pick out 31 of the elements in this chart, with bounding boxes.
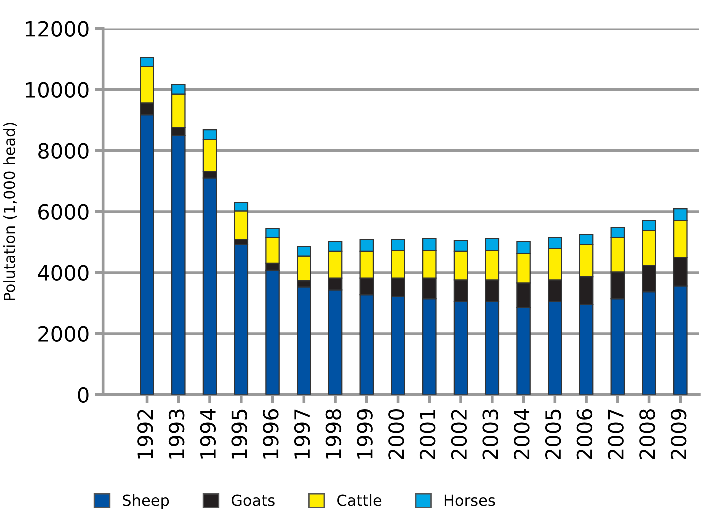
x-tick-label: 2008 [640, 409, 656, 460]
x-tick-label: 2007 [608, 410, 624, 460]
x-tick-label: 2001 [420, 410, 436, 460]
legend-label: Sheep [123, 494, 170, 510]
legend-label: Horses [444, 494, 496, 506]
x-tick-label: 2005 [545, 410, 562, 460]
y-tick-label: 4000 [38, 265, 89, 282]
y-tick-label: 10000 [26, 82, 89, 98]
x-tick-label: 1995 [232, 410, 248, 459]
x-tick-label: 1999 [357, 410, 373, 459]
y-tick-label: 0 [78, 387, 89, 404]
x-tick-label: 1992 [138, 410, 154, 459]
bar [234, 244, 249, 395]
x-tick-label: 1993 [168, 410, 185, 459]
y-axis-title: Polutation (1,000 head) [4, 123, 18, 300]
y-tick-label: 8000 [38, 143, 89, 160]
x-tick-label: 1998 [326, 409, 342, 459]
legend-label: Cattle [338, 494, 382, 506]
x-tick-label: 2006 [576, 409, 593, 460]
y-tick-label: 2000 [38, 326, 89, 342]
x-tick-label: 2004 [514, 409, 530, 460]
x-tick-label: 2002 [451, 410, 468, 460]
x-tick-label: 1996 [263, 409, 279, 459]
y-tick-label: 12000 [26, 21, 89, 37]
x-tick-label: 2000 [388, 409, 404, 460]
x-tick-label: 1994 [200, 409, 216, 459]
x-tick-label: 2003 [482, 410, 498, 460]
x-tick-label: 2009 [670, 410, 687, 460]
y-tick-label: 6000 [38, 204, 89, 220]
x-tick-label: 1997 [294, 410, 310, 459]
legend-label: Goats [232, 494, 275, 506]
